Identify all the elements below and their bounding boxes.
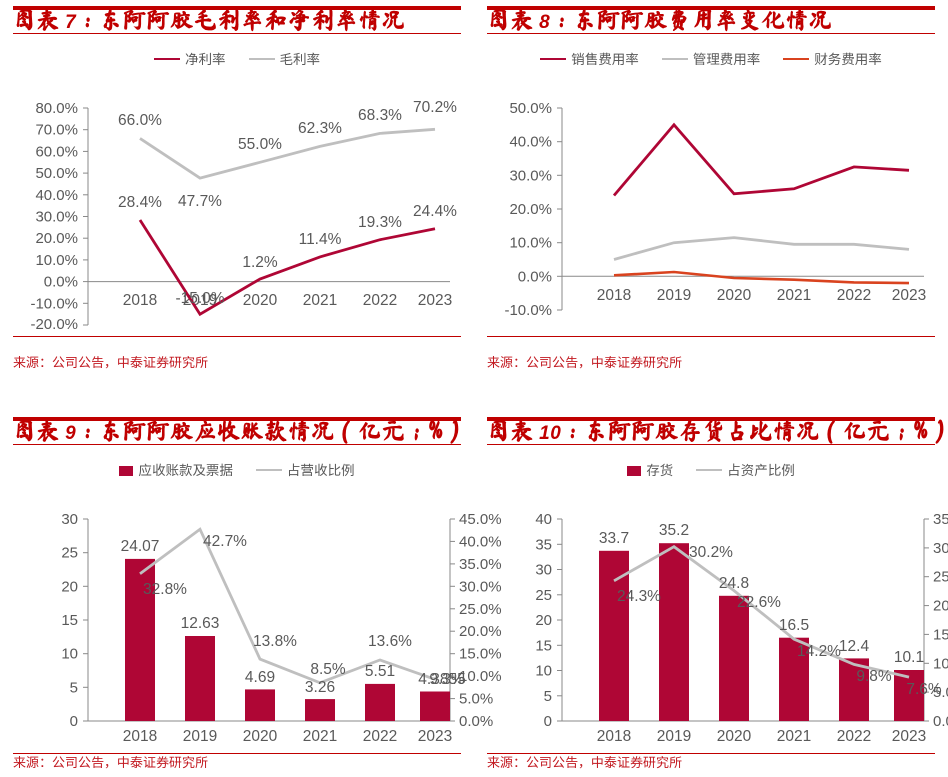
svg-text:2023: 2023 bbox=[892, 728, 926, 745]
svg-text:50.0%: 50.0% bbox=[35, 165, 78, 182]
svg-text:10.0%: 10.0% bbox=[933, 655, 948, 672]
svg-text:2021: 2021 bbox=[303, 292, 337, 309]
svg-text:13.6%: 13.6% bbox=[368, 633, 412, 650]
svg-text:15.0%: 15.0% bbox=[933, 626, 948, 643]
svg-text:10: 10 bbox=[61, 646, 78, 663]
svg-text:-10.0%: -10.0% bbox=[30, 295, 78, 312]
svg-text:10.1: 10.1 bbox=[894, 649, 924, 666]
svg-text:30: 30 bbox=[535, 562, 552, 579]
svg-text:70.2%: 70.2% bbox=[413, 99, 457, 116]
svg-text:62.3%: 62.3% bbox=[298, 120, 342, 137]
svg-text:40.0%: 40.0% bbox=[35, 187, 78, 204]
svg-text:66.0%: 66.0% bbox=[118, 112, 162, 129]
svg-text:12.63: 12.63 bbox=[181, 615, 220, 632]
svg-text:2022: 2022 bbox=[363, 292, 397, 309]
svg-text:25: 25 bbox=[61, 545, 78, 562]
svg-text:13.8%: 13.8% bbox=[253, 633, 297, 650]
svg-text:1.2%: 1.2% bbox=[242, 254, 278, 271]
svg-text:25: 25 bbox=[535, 587, 552, 604]
svg-text:47.7%: 47.7% bbox=[178, 193, 222, 210]
svg-text:33.7: 33.7 bbox=[599, 530, 629, 547]
svg-text:20: 20 bbox=[535, 612, 552, 629]
svg-text:30.0%: 30.0% bbox=[35, 209, 78, 226]
svg-text:2022: 2022 bbox=[837, 287, 871, 304]
svg-text:14.2%: 14.2% bbox=[797, 643, 841, 660]
svg-text:2020: 2020 bbox=[243, 292, 278, 309]
svg-text:42.7%: 42.7% bbox=[203, 533, 247, 550]
svg-text:30.0%: 30.0% bbox=[509, 167, 552, 184]
svg-text:2023: 2023 bbox=[418, 728, 452, 745]
svg-text:2018: 2018 bbox=[597, 287, 631, 304]
svg-text:2020: 2020 bbox=[717, 728, 752, 745]
svg-text:-20.0%: -20.0% bbox=[30, 316, 78, 333]
svg-text:9.3%: 9.3% bbox=[429, 671, 465, 688]
svg-text:20.0%: 20.0% bbox=[933, 598, 948, 615]
svg-text:80.0%: 80.0% bbox=[35, 100, 78, 117]
svg-text:35: 35 bbox=[535, 536, 552, 553]
svg-text:15: 15 bbox=[61, 612, 78, 629]
svg-text:2023: 2023 bbox=[892, 287, 926, 304]
svg-text:2019: 2019 bbox=[657, 287, 691, 304]
svg-text:0.0%: 0.0% bbox=[44, 274, 78, 291]
svg-text:24.4%: 24.4% bbox=[413, 203, 457, 220]
svg-text:2022: 2022 bbox=[837, 728, 871, 745]
svg-text:40.0%: 40.0% bbox=[509, 134, 552, 151]
svg-text:24.3%: 24.3% bbox=[617, 588, 661, 605]
svg-text:20: 20 bbox=[61, 578, 78, 595]
svg-text:2020: 2020 bbox=[717, 287, 752, 304]
svg-text:0: 0 bbox=[70, 713, 78, 730]
svg-text:16.5: 16.5 bbox=[779, 617, 809, 634]
svg-text:20.0%: 20.0% bbox=[509, 201, 552, 218]
svg-text:12.4: 12.4 bbox=[839, 638, 870, 655]
svg-text:0: 0 bbox=[544, 713, 552, 730]
svg-text:50.0%: 50.0% bbox=[509, 100, 552, 117]
svg-text:8.5%: 8.5% bbox=[310, 661, 346, 678]
svg-text:25.0%: 25.0% bbox=[933, 569, 948, 586]
svg-text:2019: 2019 bbox=[657, 728, 691, 745]
svg-text:15: 15 bbox=[535, 637, 552, 654]
svg-text:2022: 2022 bbox=[363, 728, 397, 745]
svg-text:70.0%: 70.0% bbox=[35, 122, 78, 139]
svg-text:35.2: 35.2 bbox=[659, 522, 689, 539]
svg-text:2021: 2021 bbox=[303, 728, 337, 745]
svg-text:28.4%: 28.4% bbox=[118, 194, 162, 211]
svg-text:10: 10 bbox=[535, 663, 552, 680]
svg-text:10.0%: 10.0% bbox=[35, 252, 78, 269]
svg-text:2021: 2021 bbox=[777, 287, 811, 304]
svg-text:60.0%: 60.0% bbox=[35, 143, 78, 160]
svg-text:7.6%: 7.6% bbox=[906, 681, 942, 698]
svg-text:68.3%: 68.3% bbox=[358, 107, 402, 124]
svg-text:5: 5 bbox=[70, 679, 78, 696]
svg-text:10.0%: 10.0% bbox=[509, 235, 552, 252]
svg-text:30.2%: 30.2% bbox=[689, 544, 733, 561]
svg-text:30: 30 bbox=[61, 511, 78, 528]
svg-text:22.6%: 22.6% bbox=[737, 594, 781, 611]
svg-text:2018: 2018 bbox=[597, 728, 631, 745]
svg-text:20.0%: 20.0% bbox=[35, 230, 78, 247]
svg-text:2019: 2019 bbox=[183, 728, 217, 745]
svg-text:3.26: 3.26 bbox=[305, 679, 335, 696]
svg-text:-10.0%: -10.0% bbox=[504, 302, 552, 319]
svg-text:2018: 2018 bbox=[123, 292, 157, 309]
svg-text:0.0%: 0.0% bbox=[933, 713, 948, 730]
svg-text:19.3%: 19.3% bbox=[358, 214, 402, 231]
svg-text:-15.0%: -15.0% bbox=[175, 290, 224, 307]
svg-text:5.51: 5.51 bbox=[365, 663, 395, 680]
svg-text:2020: 2020 bbox=[243, 728, 278, 745]
svg-text:11.4%: 11.4% bbox=[299, 231, 342, 248]
svg-text:2018: 2018 bbox=[123, 728, 157, 745]
svg-text:32.8%: 32.8% bbox=[143, 581, 187, 598]
svg-text:40: 40 bbox=[535, 511, 552, 528]
svg-text:2021: 2021 bbox=[777, 728, 811, 745]
svg-text:24.8: 24.8 bbox=[719, 575, 749, 592]
svg-text:5: 5 bbox=[544, 688, 552, 705]
svg-text:30.0%: 30.0% bbox=[933, 540, 948, 557]
svg-text:0.0%: 0.0% bbox=[518, 268, 552, 285]
svg-text:9.8%: 9.8% bbox=[856, 668, 892, 685]
svg-text:24.07: 24.07 bbox=[121, 538, 160, 555]
svg-text:2023: 2023 bbox=[418, 292, 452, 309]
svg-text:35.0%: 35.0% bbox=[933, 511, 948, 528]
svg-text:55.0%: 55.0% bbox=[238, 136, 282, 153]
svg-text:4.69: 4.69 bbox=[245, 669, 275, 686]
